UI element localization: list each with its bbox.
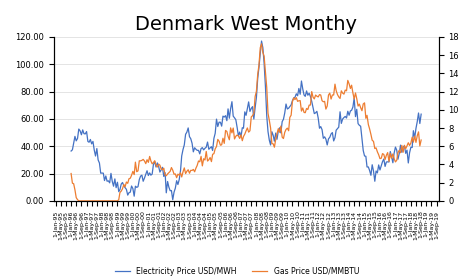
Line: Electricity Price USD/MWH: Electricity Price USD/MWH <box>71 41 421 200</box>
Title: Denmark West Monthy: Denmark West Monthy <box>135 15 357 34</box>
Legend: Electricity Price USD/MWH, Gas Price USD/MMBTU: Electricity Price USD/MWH, Gas Price USD… <box>112 264 362 277</box>
Line: Gas Price USD/MMBTU: Gas Price USD/MMBTU <box>71 44 421 201</box>
